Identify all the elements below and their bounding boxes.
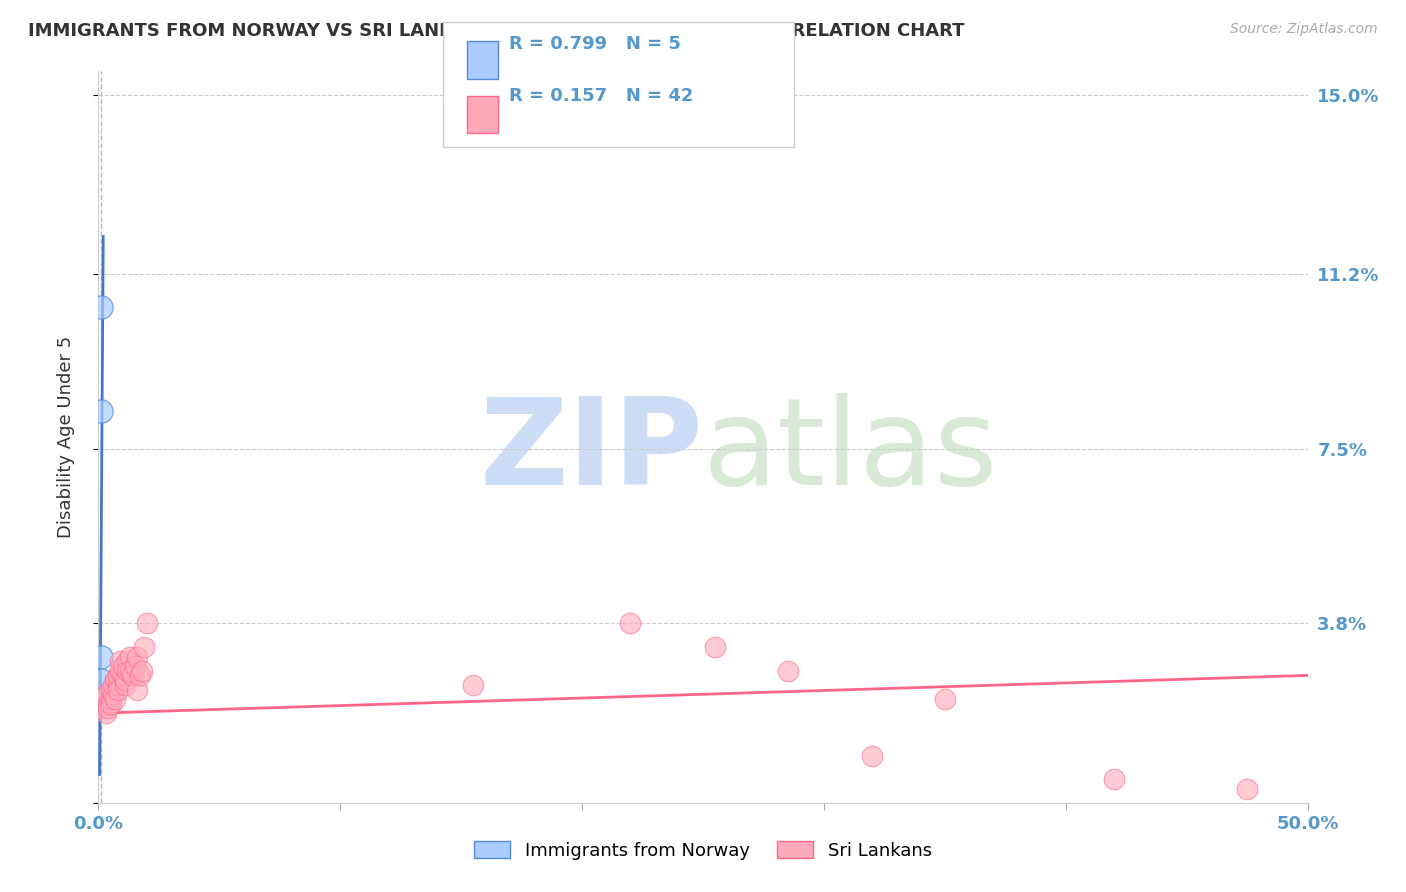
Point — [127, 682, 149, 697]
Point — [114, 678, 136, 692]
Point — [90, 673, 112, 687]
Point — [124, 659, 146, 673]
Point — [934, 692, 956, 706]
Point — [117, 664, 139, 678]
Point — [91, 692, 114, 706]
Point — [118, 664, 141, 678]
Point — [97, 701, 120, 715]
Point — [104, 673, 127, 687]
Point — [107, 682, 129, 697]
Point — [1236, 781, 1258, 796]
Point — [108, 654, 131, 668]
Point — [114, 673, 136, 687]
Text: R = 0.157   N = 42: R = 0.157 N = 42 — [509, 87, 693, 105]
Point — [463, 678, 485, 692]
Point — [91, 692, 114, 706]
Point — [118, 649, 141, 664]
Point — [128, 668, 150, 682]
Text: IMMIGRANTS FROM NORWAY VS SRI LANKAN DISABILITY AGE UNDER 5 CORRELATION CHART: IMMIGRANTS FROM NORWAY VS SRI LANKAN DIS… — [28, 22, 965, 40]
Point — [135, 616, 157, 631]
Point — [107, 678, 129, 692]
Text: R = 0.799   N = 5: R = 0.799 N = 5 — [509, 35, 681, 53]
Point — [111, 659, 134, 673]
Point — [776, 664, 799, 678]
Point — [131, 664, 153, 678]
Point — [90, 301, 112, 315]
Point — [108, 664, 131, 678]
Point — [100, 682, 122, 697]
Point — [101, 687, 124, 701]
Text: ZIP: ZIP — [479, 393, 703, 510]
Point — [121, 668, 143, 682]
Point — [704, 640, 727, 654]
Point — [101, 678, 124, 692]
Point — [94, 706, 117, 720]
Text: atlas: atlas — [703, 393, 998, 510]
Point — [1102, 772, 1125, 787]
Point — [94, 687, 117, 701]
Point — [100, 692, 122, 706]
Point — [860, 748, 883, 763]
Point — [97, 697, 120, 711]
Point — [100, 697, 122, 711]
Text: Source: ZipAtlas.com: Source: ZipAtlas.com — [1230, 22, 1378, 37]
Point — [107, 668, 129, 682]
Point — [111, 668, 134, 682]
Point — [90, 649, 112, 664]
Legend: Immigrants from Norway, Sri Lankans: Immigrants from Norway, Sri Lankans — [467, 834, 939, 867]
Y-axis label: Disability Age Under 5: Disability Age Under 5 — [56, 336, 75, 538]
Point — [104, 692, 127, 706]
Point — [90, 701, 112, 715]
Point — [90, 404, 112, 418]
Point — [117, 654, 139, 668]
Point — [127, 649, 149, 664]
Point — [134, 640, 156, 654]
Point — [619, 616, 641, 631]
